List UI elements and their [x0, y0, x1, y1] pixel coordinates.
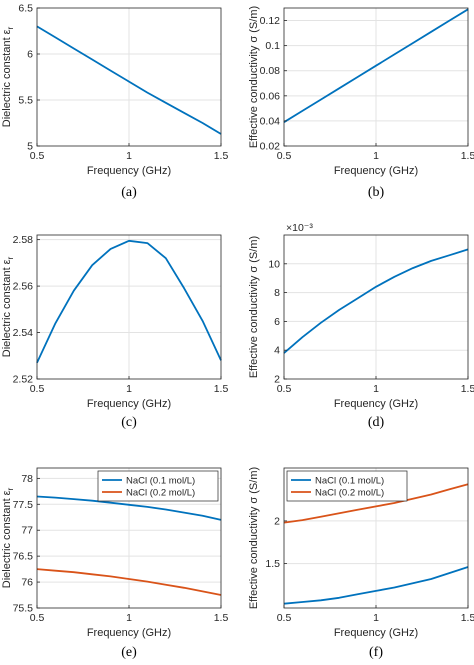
panel-e: 0.5 1 1.5 75.5 76 76.5 77 77.5 78 Frequency (GHz)…: [1, 467, 229, 660]
panel-caption: (c): [121, 415, 137, 430]
series-line-1: [283, 8, 469, 123]
y-tick-label: 2.56: [13, 281, 34, 293]
x-tick-label: 1.5: [461, 383, 474, 395]
y-tick-label: 2: [274, 374, 280, 386]
x-tick-label: 0.5: [30, 383, 45, 395]
legend-box: [286, 470, 408, 502]
x-tick-label: 0.5: [277, 383, 292, 395]
y-tick-label: 8: [274, 287, 280, 299]
y-tick-label: 6.5: [18, 3, 33, 15]
y-axis-label: Dielectric constant εr: [1, 256, 15, 357]
y-tick-label: 2.54: [13, 327, 34, 339]
y-tick-label: 0.06: [260, 90, 281, 102]
panel-b: 0.5 1 1.5 0.02 0.04 0.06 0.08 0.1 0.12 Frequency …: [248, 6, 474, 200]
x-axis-label: Frequency (GHz): [334, 398, 418, 410]
panel-caption: (f): [369, 645, 383, 660]
y-tick-label: 0.12: [260, 15, 281, 27]
x-tick-label: 1: [126, 150, 132, 162]
legend: NaCl (0.1 mol/L)NaCl (0.2 mol/L): [286, 470, 408, 502]
y-axis-label-subscript: r: [6, 487, 15, 490]
panel-caption: (d): [368, 415, 385, 430]
y-axis-label: Dielectric constant εr: [1, 26, 15, 127]
y-tick-label: 2: [274, 515, 280, 527]
y-tick-label: 77.5: [13, 499, 34, 511]
x-tick-label: 0.5: [30, 150, 45, 162]
series-line-2: [36, 568, 222, 596]
x-tick-label: 1: [373, 612, 379, 624]
y-tick-label: 75.5: [13, 603, 34, 615]
legend: NaCl (0.1 mol/L)NaCl (0.2 mol/L): [97, 470, 219, 502]
y-tick-label: 10: [268, 258, 280, 270]
x-tick-label: 1.5: [214, 150, 229, 162]
x-axis-label: Frequency (GHz): [87, 165, 171, 177]
series-line-1: [283, 566, 469, 605]
y-axis-label-text: Dielectric constant ε: [1, 490, 13, 588]
y-tick-label: 0.04: [260, 115, 281, 127]
y-tick-label: 0.02: [260, 141, 281, 153]
x-tick-label: 1.5: [214, 612, 229, 624]
series-line-1: [36, 25, 222, 135]
y-axis-label: Effective conductivity σ (S/m): [248, 6, 260, 148]
y-axis-label: Effective conductivity σ (S/m): [248, 236, 260, 378]
legend-entry: NaCl (0.1 mol/L): [315, 476, 384, 487]
legend-box: [97, 470, 219, 502]
x-axis-label: Frequency (GHz): [87, 398, 171, 410]
y-tick-label: 0.1: [265, 40, 280, 52]
y-axis-label-text: Dielectric constant ε: [1, 29, 13, 127]
x-axis-label: Frequency (GHz): [87, 627, 171, 639]
y-tick-label: 2.58: [13, 234, 34, 246]
series-line-2: [283, 483, 469, 524]
panel-caption: (b): [368, 185, 385, 200]
x-tick-label: 1: [126, 383, 132, 395]
x-axis-label: Frequency (GHz): [334, 627, 418, 639]
legend-entry: NaCl (0.1 mol/L): [126, 476, 195, 487]
y-tick-label: 6: [27, 49, 33, 61]
panel-caption: (e): [121, 645, 137, 660]
y-tick-label: 6: [274, 316, 280, 328]
y-axis-label-text: Effective conductivity σ (S/m): [248, 236, 260, 378]
x-tick-label: 1.5: [461, 612, 474, 624]
legend-entry: NaCl (0.2 mol/L): [315, 488, 384, 499]
panel-d: 0.5 1 1.5 2 4 6 8 10 ×10⁻³ Frequency (GHz) Effecti…: [248, 222, 474, 430]
series-line-1: [36, 239, 222, 364]
x-tick-label: 0.5: [277, 612, 292, 624]
x-tick-label: 1: [373, 383, 379, 395]
y-tick-label: 2.52: [13, 374, 34, 386]
panel-a: 0.5 1 1.5 5 5.5 6 6.5 Frequency (GHz) Dielectric…: [1, 3, 228, 201]
x-tick-label: 1: [373, 150, 379, 162]
x-tick-label: 0.5: [277, 150, 292, 162]
y-tick-label: 5.5: [18, 95, 33, 107]
x-tick-label: 1: [126, 612, 132, 624]
panel-f: 0.5 1 1.5 1.5 2 Frequency (GHz) Effective cond…: [248, 467, 474, 660]
y-tick-label: 5: [27, 141, 33, 153]
y-exponent-label: ×10⁻³: [286, 222, 313, 234]
y-axis-label: Dielectric constant εr: [1, 487, 15, 588]
y-tick-label: 0.08: [260, 65, 281, 77]
panel-caption: (a): [121, 185, 137, 200]
series-line-1: [36, 495, 222, 521]
y-tick-label: 1.5: [265, 558, 280, 570]
y-axis-label-subscript: r: [6, 26, 15, 29]
x-tick-label: 1.5: [214, 383, 229, 395]
y-tick-label: 4: [274, 345, 280, 357]
y-tick-label: 78: [21, 473, 33, 485]
y-tick-label: 76: [21, 577, 33, 589]
panel-c: 0.5 1 1.5 2.52 2.54 2.56 2.58 Frequency (GHz) Di…: [1, 234, 228, 430]
y-axis-label: Effective conductivity σ (S/m): [248, 467, 260, 609]
y-tick-label: 76.5: [13, 551, 34, 563]
y-axis-label-text: Dielectric constant ε: [1, 259, 13, 357]
x-tick-label: 1.5: [461, 150, 474, 162]
y-axis-label-text: Effective conductivity σ (S/m): [248, 6, 260, 148]
legend-entry: NaCl (0.2 mol/L): [126, 488, 195, 499]
series-line-1: [283, 248, 469, 354]
y-tick-label: 77: [21, 525, 33, 537]
y-axis-label-text: Effective conductivity σ (S/m): [248, 467, 260, 609]
x-tick-label: 0.5: [30, 612, 45, 624]
y-axis-label-subscript: r: [6, 256, 15, 259]
x-axis-label: Frequency (GHz): [334, 165, 418, 177]
